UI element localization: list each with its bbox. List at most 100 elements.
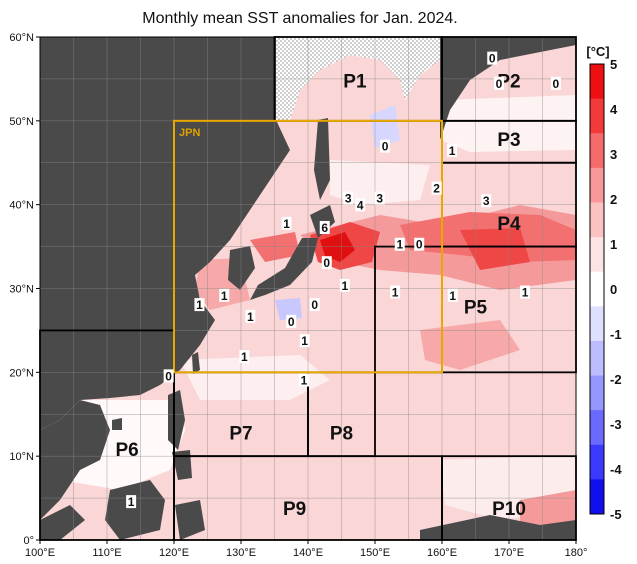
- contour-label-bg: [414, 237, 425, 251]
- lon-tick-label: 180°: [565, 547, 588, 559]
- contour-label-bg: [319, 220, 330, 234]
- colorbar-unit: [°C]: [586, 44, 609, 59]
- colorbar-swatch: [590, 237, 604, 273]
- contour-label: 1: [128, 495, 135, 509]
- region-label-p7: P7: [229, 423, 252, 444]
- colorbar-tick-label: 3: [610, 147, 617, 162]
- contour-label: 1: [449, 289, 456, 303]
- contour-label: 1: [396, 238, 403, 252]
- colorbar-swatch: [590, 133, 604, 169]
- contour-label-bg: [299, 334, 310, 348]
- contour-label: 0: [382, 140, 389, 154]
- lat-tick-label: 20°N: [9, 367, 34, 379]
- colorbar-swatch: [590, 64, 604, 100]
- colorbar-tick-label: 1: [610, 237, 617, 252]
- contour-label: 0: [165, 369, 172, 383]
- jpn-region-label: JPN: [179, 127, 200, 139]
- axis-labels: 100°E 110°E 120°E 130°E 140°E 150°E 160°E 170°E…: [9, 32, 587, 559]
- region-label-p9: P9: [283, 499, 306, 520]
- region-label-p6: P6: [115, 440, 138, 461]
- contour-label-bg: [286, 314, 297, 328]
- lon-tick-label: 170°E: [494, 547, 524, 559]
- lat-tick-label: 0°: [23, 535, 34, 547]
- lat-tick-label: 10°N: [9, 451, 34, 463]
- colorbar-tick-label: -2: [610, 372, 622, 387]
- contour-label: 1: [241, 350, 248, 364]
- region-label-p3: P3: [497, 130, 520, 151]
- land: [40, 37, 576, 540]
- colorbar: [°C]5 4 3 2 1 0 -1 -2 -3 -4 -5: [586, 44, 622, 522]
- lon-tick-label: 150°E: [360, 547, 390, 559]
- contour-label: 1: [221, 289, 228, 303]
- lon-tick-label: 110°E: [92, 547, 121, 559]
- contour-label-bg: [380, 139, 391, 153]
- colorbar-swatch: [590, 444, 604, 480]
- lon-tick-label: 120°E: [159, 547, 189, 559]
- lat-tick-label: 40°N: [9, 200, 34, 212]
- map-title: Monthly mean SST anomalies for Jan. 2024…: [142, 10, 458, 27]
- contour-label-bg: [194, 298, 205, 312]
- contour-label: 3: [345, 192, 352, 206]
- contour-label-bg: [550, 76, 561, 90]
- contour-label-bg: [355, 198, 366, 212]
- colorbar-swatch: [590, 167, 604, 203]
- lat-tick-label: 30°N: [9, 284, 34, 296]
- contour-label-bg: [343, 191, 354, 205]
- region-label-p1: P1: [343, 71, 367, 92]
- contour-label-bg: [481, 194, 492, 208]
- colorbar-tick-label: -5: [610, 507, 622, 522]
- colorbar-swatch: [590, 98, 604, 134]
- region-label-p10: P10: [492, 499, 526, 520]
- contour-label-bg: [374, 191, 385, 205]
- contour-label-bg: [219, 288, 230, 302]
- lon-tick-label: 140°E: [293, 547, 323, 559]
- region-label-p5: P5: [464, 298, 488, 319]
- colorbar-tick-label: 0: [610, 282, 617, 297]
- contour-label: 0: [311, 298, 318, 312]
- contour-label: 1: [449, 144, 456, 158]
- contour-label: 1: [392, 286, 399, 300]
- region-label-p8: P8: [330, 423, 353, 444]
- contour-label-bg: [487, 51, 498, 65]
- contour-label: 1: [247, 310, 254, 324]
- colorbar-swatch: [590, 306, 604, 342]
- contour-label-bg: [126, 495, 137, 509]
- contour-label: 1: [196, 298, 203, 312]
- contour-label-bg: [309, 298, 320, 312]
- contour-label: 6: [321, 221, 328, 235]
- contour-label-bg: [447, 288, 458, 302]
- lon-tick-label: 160°E: [427, 547, 457, 559]
- contour-label-bg: [394, 237, 405, 251]
- colorbar-tick-label: -3: [610, 417, 622, 432]
- contour-label: 1: [301, 374, 308, 388]
- contour-label: 2: [433, 182, 440, 196]
- colorbar-tick-label: 2: [610, 192, 617, 207]
- contour-label: 1: [342, 279, 349, 293]
- contour-label: 0: [489, 52, 496, 66]
- colorbar-swatch: [590, 410, 604, 446]
- lat-tick-label: 50°N: [9, 116, 34, 128]
- colorbar-swatch: [590, 202, 604, 238]
- jpn-region-box: [173, 119, 443, 374]
- colorbar-tick-label: -4: [610, 462, 622, 477]
- contour-label: 0: [288, 315, 295, 329]
- contour-label-bg: [245, 309, 256, 323]
- colorbar-swatch: [590, 271, 604, 307]
- contour-label-bg: [493, 76, 504, 90]
- contour-label-bg: [281, 216, 292, 230]
- contour-label: 0: [553, 77, 560, 91]
- colorbar-tick-label: 5: [610, 57, 617, 72]
- contour-label: 1: [301, 334, 308, 348]
- contour-label-bg: [298, 373, 309, 387]
- contour-label: 3: [483, 194, 490, 208]
- region-label-p4: P4: [497, 214, 521, 235]
- colorbar-tick-label: -1: [610, 327, 622, 342]
- contour-label-bg: [520, 285, 531, 299]
- lon-tick-label: 100°E: [25, 547, 55, 559]
- contour-label-bg: [321, 256, 332, 270]
- contour-label: 4: [357, 198, 364, 212]
- contour-label: 1: [283, 217, 290, 231]
- contour-label-bg: [239, 350, 250, 364]
